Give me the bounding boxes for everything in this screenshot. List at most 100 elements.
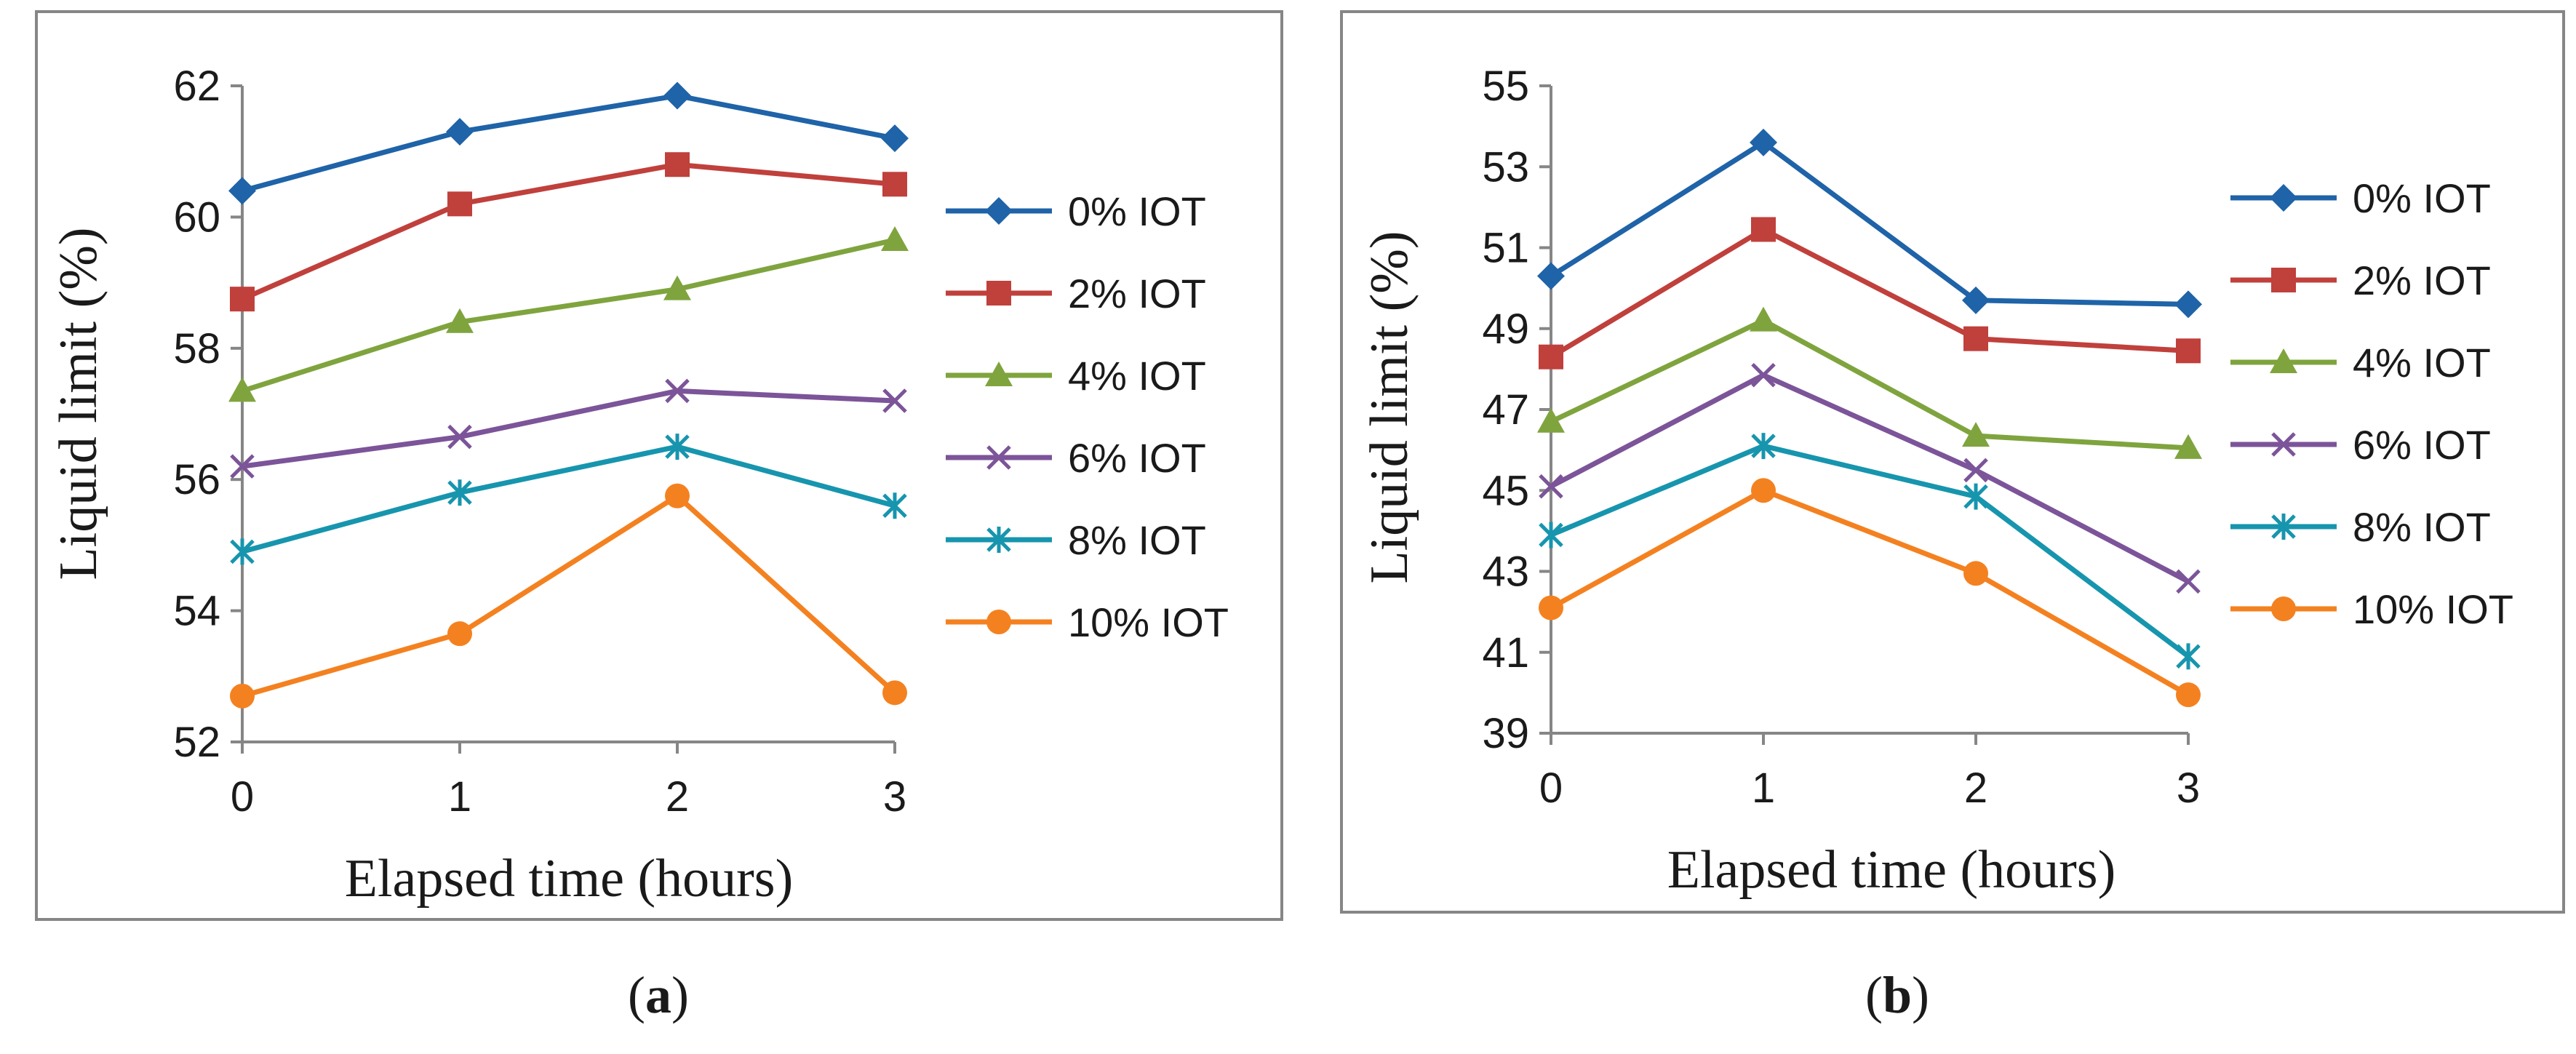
chart-panel-b: Liquid limit (%) Elapsed time (hours) 39… — [1340, 10, 2565, 914]
x-tick-label-a: 2 — [666, 773, 689, 821]
legend-label: 6% IOT — [1068, 435, 1206, 481]
legend-label: 10% IOT — [1068, 599, 1229, 645]
y-tick-label-a: 52 — [173, 719, 220, 766]
legend-swatch-marker — [985, 362, 1013, 386]
legend-entry-b-2pct-iot: 2% IOT — [2230, 257, 2491, 303]
y-tick-label-b: 43 — [1482, 548, 1529, 596]
data-point-a-8pct-iot — [665, 434, 690, 460]
data-point-a-8pct-iot — [882, 492, 907, 519]
data-point-a-6pct-iot — [230, 454, 255, 479]
data-point-b-6pct-iot — [1539, 474, 1563, 499]
x-tick-label-a: 3 — [883, 773, 906, 821]
series-line-a-10pct-iot — [242, 493, 897, 699]
panel-label-a: a — [645, 966, 671, 1024]
data-point-a-0pct-iot — [881, 124, 909, 153]
data-point-b-10pct-iot — [1751, 478, 1776, 503]
legend-label: 2% IOT — [1068, 271, 1206, 316]
panel-caption-b: (b) — [1865, 966, 1929, 1024]
y-tick-label-b: 45 — [1482, 467, 1529, 514]
y-tick-label-b: 49 — [1482, 306, 1529, 353]
legend-label: 10% IOT — [2353, 586, 2513, 632]
y-tick-label-b: 39 — [1482, 710, 1529, 757]
panel-caption-a: (a) — [628, 966, 689, 1024]
y-tick-label-a: 62 — [173, 63, 220, 110]
data-point-b-8pct-iot — [2176, 643, 2201, 670]
legend-swatch-marker — [986, 281, 1011, 306]
data-point-a-0pct-iot — [228, 177, 256, 205]
legend-entry-a-6pct-iot: 6% IOT — [946, 435, 1206, 481]
data-point-b-4pct-iot — [1537, 407, 1565, 433]
legend-swatch-marker — [2271, 514, 2296, 540]
y-tick-label-b: 47 — [1482, 386, 1529, 434]
legend-swatch-marker — [2270, 348, 2297, 373]
x-tick-label-b: 2 — [1964, 764, 1987, 812]
legend-entry-a-10pct-iot: 10% IOT — [946, 599, 1229, 645]
data-point-b-10pct-iot — [1963, 561, 1988, 586]
series-line-b-8pct-iot — [1550, 443, 2190, 659]
data-point-a-0pct-iot — [446, 118, 474, 146]
legend-label: 2% IOT — [2353, 257, 2491, 303]
series-line-b-0pct-iot — [1550, 140, 2189, 307]
legend-swatch-marker — [986, 610, 1011, 634]
series-line-a-2pct-iot — [241, 161, 896, 302]
data-point-b-10pct-iot — [2176, 682, 2201, 708]
y-axis-label-b: Liquid limit (%) — [1360, 231, 1419, 583]
panel-label-b: b — [1883, 966, 1912, 1024]
legend-entry-b-8pct-iot: 8% IOT — [2230, 504, 2491, 550]
legend-label: 6% IOT — [2353, 422, 2491, 468]
y-tick-label-a: 56 — [173, 456, 220, 503]
legend-label: 4% IOT — [2353, 340, 2491, 386]
legend-entry-a-0pct-iot: 0% IOT — [946, 188, 1206, 234]
data-point-b-0pct-iot — [1750, 128, 1777, 156]
x-tick-label-b: 0 — [1539, 764, 1563, 812]
legend-swatch-marker — [2271, 596, 2296, 621]
x-tick-label-a: 1 — [448, 773, 471, 821]
data-point-b-6pct-iot — [1751, 362, 1776, 388]
legend-entry-a-4pct-iot: 4% IOT — [946, 353, 1206, 399]
legend-label: 8% IOT — [2353, 504, 2491, 550]
y-tick-label-b: 51 — [1482, 225, 1529, 272]
legend-swatch-marker — [986, 527, 1011, 553]
legend-entry-a-2pct-iot: 2% IOT — [946, 271, 1206, 316]
legend-swatch-marker — [986, 445, 1011, 470]
data-point-a-8pct-iot — [230, 538, 255, 565]
y-tick-label-b: 53 — [1482, 143, 1529, 191]
y-tick-label-a: 54 — [173, 588, 220, 635]
x-tick-label-b: 1 — [1752, 764, 1775, 812]
data-point-a-10pct-iot — [230, 683, 255, 708]
data-point-a-6pct-iot — [882, 388, 907, 413]
data-point-b-2pct-iot — [2176, 338, 2201, 364]
data-point-b-6pct-iot — [1963, 458, 1988, 483]
data-point-b-4pct-iot — [2174, 434, 2202, 459]
data-point-a-2pct-iot — [882, 172, 907, 197]
y-tick-label-a: 58 — [173, 325, 220, 372]
data-point-a-2pct-iot — [447, 191, 472, 217]
data-point-a-10pct-iot — [665, 483, 690, 508]
y-tick-label-a: 60 — [173, 193, 220, 241]
data-point-a-4pct-iot — [446, 308, 474, 333]
data-point-a-8pct-iot — [447, 479, 472, 506]
x-axis-label-b: Elapsed time (hours) — [1667, 840, 2116, 900]
series-line-a-4pct-iot — [241, 237, 896, 394]
data-point-b-10pct-iot — [1539, 595, 1563, 620]
data-point-b-2pct-iot — [1539, 344, 1563, 370]
series-line-a-8pct-iot — [242, 444, 896, 554]
data-point-a-10pct-iot — [882, 680, 907, 706]
series-line-b-10pct-iot — [1550, 487, 2190, 698]
series-line-a-0pct-iot — [242, 93, 896, 193]
legend-swatch-marker — [985, 197, 1013, 225]
data-point-b-4pct-iot — [1750, 306, 1777, 332]
data-point-b-6pct-iot — [2176, 569, 2201, 594]
legend-label: 4% IOT — [1068, 353, 1206, 399]
legend-entry-a-8pct-iot: 8% IOT — [946, 517, 1206, 563]
legend-entry-b-0pct-iot: 0% IOT — [2230, 175, 2491, 221]
series-line-b-4pct-iot — [1550, 318, 2189, 451]
data-point-a-4pct-iot — [228, 377, 256, 402]
legend-label: 0% IOT — [2353, 175, 2491, 221]
legend-swatch-marker — [2270, 184, 2297, 212]
series-line-b-2pct-iot — [1550, 226, 2189, 359]
data-point-a-6pct-iot — [447, 424, 472, 450]
data-point-a-4pct-iot — [663, 275, 691, 300]
data-point-b-2pct-iot — [1963, 326, 1988, 351]
